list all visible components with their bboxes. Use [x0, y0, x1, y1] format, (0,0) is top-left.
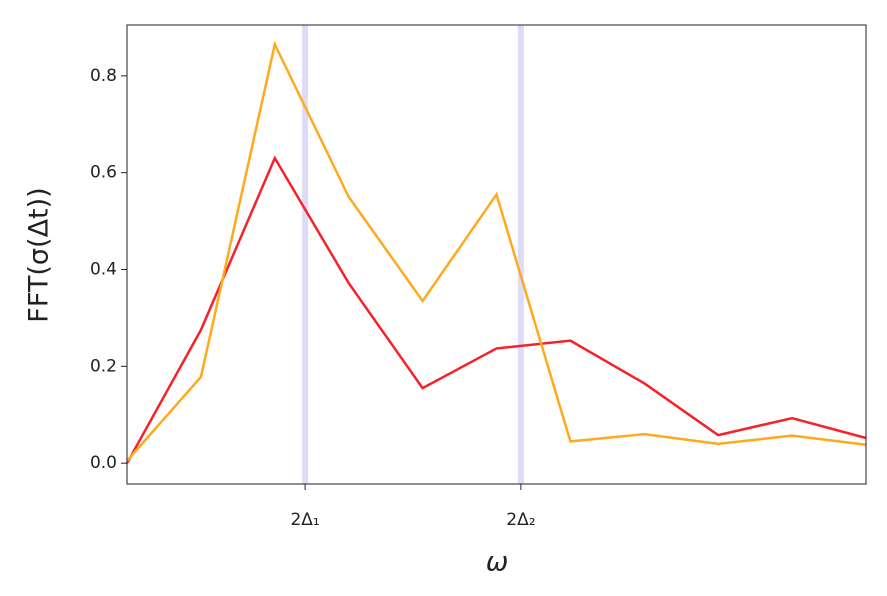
y-tick-label: 0.6 — [90, 163, 117, 183]
y-tick-label: 0.4 — [90, 260, 117, 280]
line-series — [125, 155, 867, 464]
x-axis-label: ω — [486, 547, 509, 578]
line-series — [126, 40, 867, 462]
x-tick-label: 2Δ₁ — [290, 510, 319, 530]
x-tick-label: 2Δ₂ — [506, 510, 535, 530]
plot-frame — [126, 24, 867, 485]
y-tick-label: 0.0 — [90, 453, 117, 473]
y-axis-label: FFT(σ(Δt)) — [24, 187, 55, 322]
y-tick-label: 0.2 — [90, 356, 117, 376]
y-tick-label: 0.8 — [90, 66, 117, 86]
